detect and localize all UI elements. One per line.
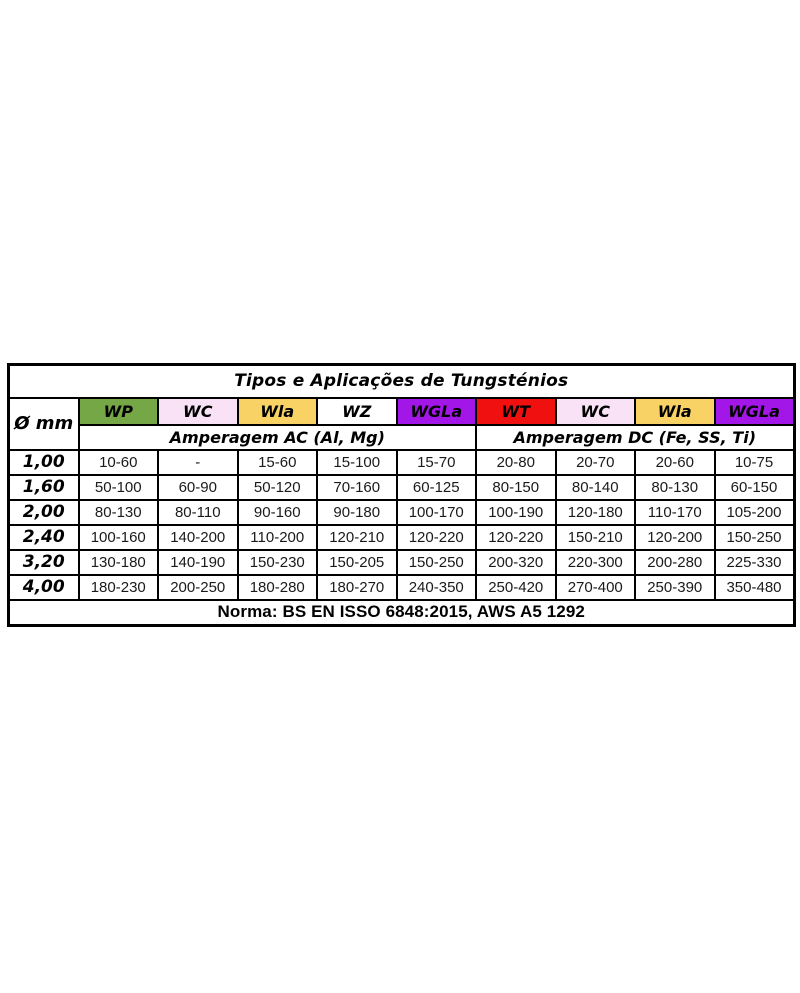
amperage-cell: 20-60 — [634, 448, 716, 476]
amperage-cell: 60-125 — [395, 473, 477, 501]
diameter-column-header: Ø mm — [7, 396, 80, 451]
title-row: Tipos e Aplicações de Tungsténios — [7, 363, 796, 399]
type-header-wp-ac: WP — [77, 396, 159, 426]
table-row-d100: 1,00 10-60 - 15-60 15-100 15-70 20-80 20… — [7, 448, 796, 476]
amperage-cell: 120-210 — [316, 523, 398, 551]
group-header-ac: Amperagem AC (Al, Mg) — [77, 423, 477, 451]
amperage-cell: 90-160 — [236, 498, 318, 526]
diameter-cell: 1,60 — [7, 473, 80, 501]
amperage-cell: 120-220 — [395, 523, 477, 551]
diameter-cell: 1,00 — [7, 448, 80, 476]
amperage-cell: 10-75 — [713, 448, 796, 476]
type-header-wc-ac: WC — [157, 396, 239, 426]
amperage-cell: 240-350 — [395, 573, 477, 601]
diameter-cell: 4,00 — [7, 573, 80, 601]
amperage-cell: 150-230 — [236, 548, 318, 576]
amperage-cell: 110-200 — [236, 523, 318, 551]
type-header-wc-dc: WC — [554, 396, 636, 426]
norm-footer-note: Norma: BS EN ISSO 6848:2015, AWS A5 1292 — [7, 598, 796, 627]
amperage-cell: 220-300 — [554, 548, 636, 576]
amperage-cell: 250-420 — [475, 573, 557, 601]
type-header-wt-dc: WT — [475, 396, 557, 426]
type-header-wla-dc: Wla — [634, 396, 716, 426]
amperage-cell: 60-90 — [157, 473, 239, 501]
amperage-cell: 15-60 — [236, 448, 318, 476]
amperage-cell: 60-150 — [713, 473, 796, 501]
amperage-cell: 70-160 — [316, 473, 398, 501]
electrode-type-header-row: Ø mm WP WC Wla WZ WGLa WT WC Wla WGLa — [7, 396, 796, 451]
type-header-wz-ac: WZ — [316, 396, 398, 426]
amperage-cell: 10-60 — [77, 448, 159, 476]
table-row-d320: 3,20 130-180 140-190 150-230 150-205 150… — [7, 548, 796, 576]
amperage-cell: 80-130 — [77, 498, 159, 526]
amperage-cell: - — [157, 448, 239, 476]
amperage-cell: 140-200 — [157, 523, 239, 551]
type-header-wgla-ac: WGLa — [395, 396, 477, 426]
group-header-dc: Amperagem DC (Fe, SS, Ti) — [474, 423, 796, 451]
amperage-cell: 150-205 — [316, 548, 398, 576]
amperage-group-header-row: Amperagem AC (Al, Mg) Amperagem DC (Fe, … — [9, 423, 796, 451]
amperage-cell: 105-200 — [713, 498, 796, 526]
diameter-cell: 2,00 — [7, 498, 80, 526]
amperage-cell: 20-70 — [554, 448, 636, 476]
amperage-cell: 225-330 — [713, 548, 796, 576]
type-header-wla-ac: Wla — [236, 396, 318, 426]
amperage-cell: 180-280 — [236, 573, 318, 601]
amperage-cell: 150-250 — [713, 523, 796, 551]
amperage-cell: 200-280 — [634, 548, 716, 576]
amperage-cell: 270-400 — [554, 573, 636, 601]
amperage-cell: 15-100 — [316, 448, 398, 476]
amperage-cell: 180-270 — [316, 573, 398, 601]
diameter-cell: 2,40 — [7, 523, 80, 551]
amperage-cell: 150-210 — [554, 523, 636, 551]
amperage-cell: 100-190 — [475, 498, 557, 526]
amperage-cell: 80-110 — [157, 498, 239, 526]
amperage-cell: 110-170 — [634, 498, 716, 526]
amperage-cell: 350-480 — [713, 573, 796, 601]
type-header-wgla-dc: WGLa — [713, 396, 796, 426]
amperage-cell: 20-80 — [475, 448, 557, 476]
amperage-cell: 120-180 — [554, 498, 636, 526]
table-row-d200: 2,00 80-130 80-110 90-160 90-180 100-170… — [7, 498, 796, 526]
amperage-cell: 180-230 — [77, 573, 159, 601]
table-title: Tipos e Aplicações de Tungsténios — [7, 363, 796, 399]
amperage-cell: 100-170 — [395, 498, 477, 526]
table-row-d160: 1,60 50-100 60-90 50-120 70-160 60-125 8… — [7, 473, 796, 501]
amperage-cell: 100-160 — [77, 523, 159, 551]
table-row-d400: 4,00 180-230 200-250 180-280 180-270 240… — [7, 573, 796, 601]
footer-row: Norma: BS EN ISSO 6848:2015, AWS A5 1292 — [7, 598, 796, 627]
amperage-cell: 120-200 — [634, 523, 716, 551]
amperage-cell: 80-130 — [634, 473, 716, 501]
amperage-cell: 150-250 — [395, 548, 477, 576]
amperage-cell: 140-190 — [157, 548, 239, 576]
amperage-cell: 80-150 — [475, 473, 557, 501]
table-row-d240: 2,40 100-160 140-200 110-200 120-210 120… — [7, 523, 796, 551]
amperage-cell: 50-120 — [236, 473, 318, 501]
diameter-cell: 3,20 — [7, 548, 80, 576]
amperage-cell: 200-250 — [157, 573, 239, 601]
amperage-cell: 15-70 — [395, 448, 477, 476]
amperage-cell: 90-180 — [316, 498, 398, 526]
amperage-cell: 250-390 — [634, 573, 716, 601]
amperage-cell: 80-140 — [554, 473, 636, 501]
tungsten-amperage-table: Tipos e Aplicações de Tungsténios Ø mm W… — [7, 363, 796, 627]
amperage-cell: 50-100 — [77, 473, 159, 501]
amperage-cell: 120-220 — [475, 523, 557, 551]
amperage-cell: 130-180 — [77, 548, 159, 576]
amperage-cell: 200-320 — [475, 548, 557, 576]
